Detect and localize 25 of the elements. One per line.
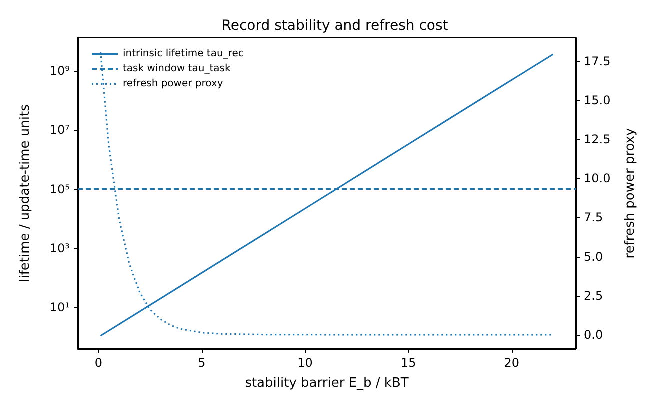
x-tick-label: 15 [400,356,416,370]
y2-tick-label: 12.5 [584,132,611,147]
legend-label: refresh power proxy [123,78,224,90]
y2-tick-label: 2.5 [584,288,604,303]
y-tick-label: 10⁷ [50,123,70,138]
y2-axis-title: refresh power proxy [623,128,638,259]
y2-tick-label: 15.0 [584,94,611,108]
y2-tick-label: 5.0 [584,250,604,264]
y2-tick-label: 7.5 [584,210,604,225]
y2-tick-label: 0.0 [584,328,604,342]
x-tick-label: 0 [94,356,102,370]
y-tick-label: 10⁹ [50,64,70,78]
x-tick-label: 10 [298,356,313,370]
x-tick-label: 20 [504,356,520,370]
x-tick-label: 5 [198,356,206,370]
y-axis-title: lifetime / update-time units [18,104,33,282]
chart-title: Record stability and refresh cost [222,18,449,34]
y2-tick-label: 10.0 [584,172,611,186]
x-axis-title: stability barrier E_b / kBT [245,376,409,391]
y-tick-label: 10¹ [50,300,70,315]
legend-label: intrinsic lifetime tau_rec [123,48,244,60]
y-tick-label: 10³ [50,241,70,256]
y2-tick-label: 17.5 [584,54,611,68]
legend-label: task window tau_task [123,64,231,74]
y-tick-label: 10⁵ [50,182,70,196]
